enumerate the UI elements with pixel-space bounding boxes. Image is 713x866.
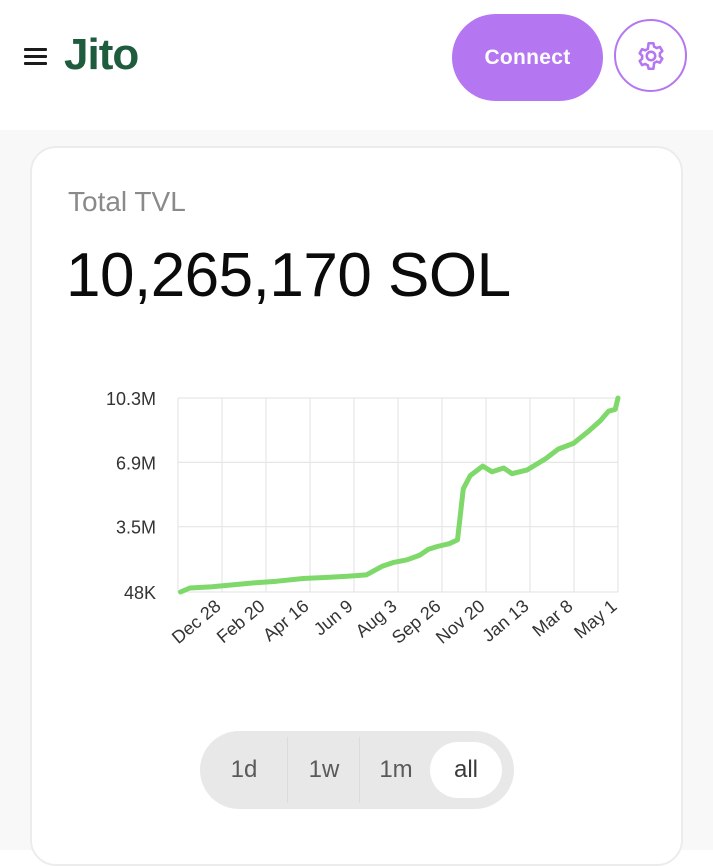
hamburger-menu-icon[interactable] <box>24 46 48 66</box>
y-tick-label: 48K <box>124 583 156 603</box>
settings-button[interactable] <box>614 19 687 92</box>
range-option-1w[interactable]: 1w <box>288 731 360 809</box>
top-bar: Jito Connect <box>0 0 713 130</box>
range-option-1m[interactable]: 1m <box>379 756 413 783</box>
y-tick-label: 10.3M <box>106 389 156 409</box>
tvl-series-line <box>178 395 621 595</box>
jito-logo[interactable]: Jito <box>64 30 139 79</box>
x-tick-label: Sep 26 <box>388 596 445 648</box>
x-tick-label: Apr 16 <box>259 596 312 645</box>
time-range-selector: 1d 1w 1m all <box>200 731 514 809</box>
x-tick-label: Jun 9 <box>310 596 357 640</box>
y-tick-label: 3.5M <box>116 518 156 538</box>
y-tick-label: 6.9M <box>116 453 156 473</box>
tvl-label: Total TVL <box>68 186 186 217</box>
x-tick-label: Jan 13 <box>478 596 532 646</box>
range-option-all[interactable]: all <box>430 742 502 798</box>
x-tick-label: Dec 28 <box>168 596 225 648</box>
x-tick-label: Nov 20 <box>432 596 489 648</box>
x-tick-label: Feb 20 <box>213 596 269 647</box>
tvl-value: 10,265,170 SOL <box>66 241 511 310</box>
gear-icon <box>637 41 664 70</box>
connect-button[interactable]: Connect <box>452 14 603 101</box>
x-tick-label: May 1 <box>570 596 620 643</box>
x-tick-label: Mar 8 <box>528 596 576 641</box>
range-option-1d[interactable]: 1d <box>200 731 288 809</box>
